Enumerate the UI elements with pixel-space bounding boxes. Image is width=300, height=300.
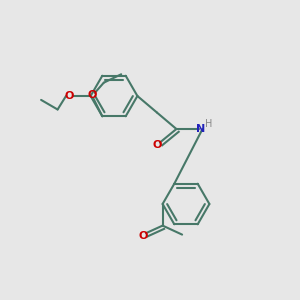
- Text: H: H: [205, 118, 212, 129]
- Text: N: N: [196, 124, 205, 134]
- Text: O: O: [87, 90, 97, 100]
- Text: O: O: [138, 231, 148, 241]
- Text: O: O: [64, 91, 74, 101]
- Text: O: O: [153, 140, 162, 150]
